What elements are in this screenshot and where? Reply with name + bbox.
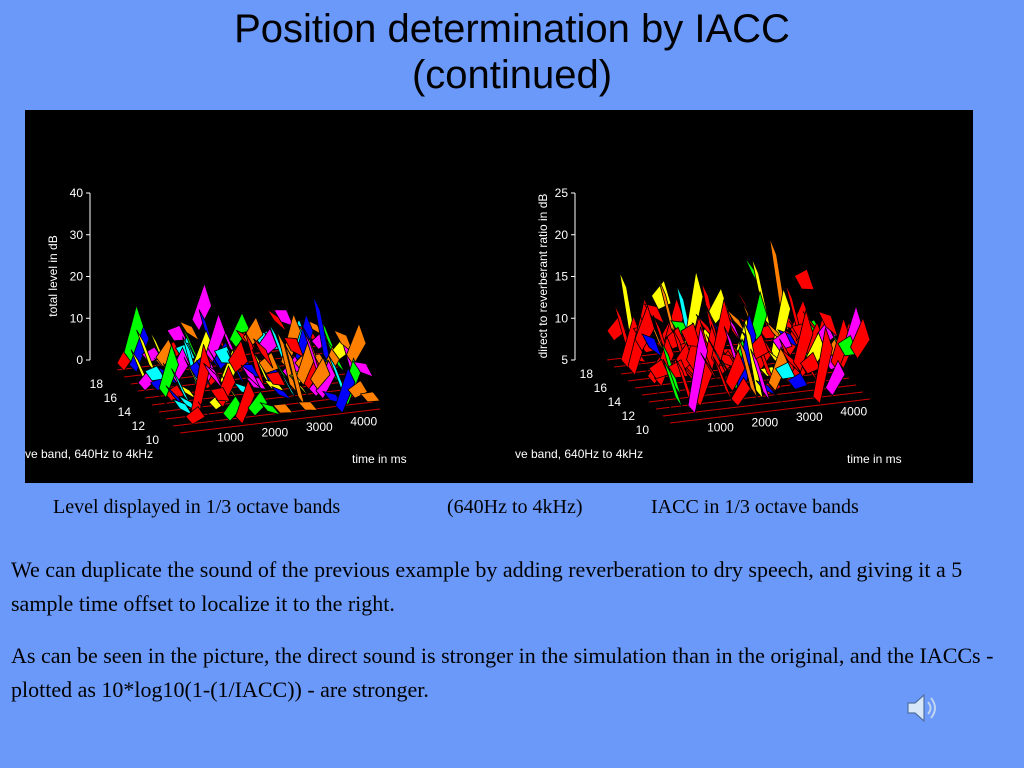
y-tick-label: 12	[622, 409, 636, 423]
surface-patch	[205, 312, 226, 364]
caption-mid: (640Hz to 4kHz)	[447, 496, 583, 518]
surface-patch	[272, 403, 294, 414]
y-tick-label: 18	[90, 377, 104, 391]
surface-patch	[191, 282, 212, 332]
surface-patch	[705, 334, 726, 373]
iacc-surface-plot: 5 10 15 20 25 direct to reverberant ratio in …	[515, 186, 902, 466]
x-axis-label: time in ms	[847, 452, 902, 466]
y-tick-label: 16	[594, 381, 608, 395]
surface-patch	[730, 376, 751, 407]
surface-patch	[184, 406, 206, 425]
surface-patch	[700, 352, 721, 387]
surface-patch	[253, 338, 274, 369]
y-tick-label: 14	[118, 405, 132, 419]
y-tick-label: 10	[146, 433, 160, 447]
z-tick-label: 30	[70, 228, 84, 242]
title-line-1: Position determination by IACC	[234, 7, 790, 51]
surface-patch	[762, 375, 783, 403]
surface-patch	[725, 348, 746, 393]
z-tick-label: 10	[70, 311, 84, 325]
y-tick-label: 10	[636, 423, 650, 437]
surface-patch	[793, 268, 815, 291]
surface-patch	[687, 326, 708, 415]
surface-patch	[266, 308, 287, 332]
surface-patch	[346, 322, 367, 367]
slide-title: Position determination by IACC (continue…	[0, 6, 1024, 98]
surface-patch	[712, 356, 733, 402]
surface-patch	[123, 304, 144, 363]
paragraph-2: As can be seen in the picture, the direc…	[11, 643, 994, 702]
surface-patch	[209, 387, 231, 402]
surface-patch	[178, 320, 201, 342]
surface-patch	[151, 385, 172, 411]
x-tick-label: 2000	[262, 425, 289, 439]
z-tick-label: 20	[555, 228, 569, 242]
surface-patch	[235, 379, 256, 425]
surface-patch	[771, 330, 793, 351]
z-tick-label: 40	[70, 186, 84, 200]
z-tick-label: 25	[555, 186, 569, 200]
z-axis-label: direct to reverberant ratio in dB	[536, 194, 550, 359]
floor-gridline	[662, 391, 864, 417]
x-tick-label: 2000	[752, 415, 779, 429]
x-tick-label: 4000	[840, 405, 867, 419]
z-tick-label: 20	[70, 270, 84, 284]
x-tick-label: 1000	[707, 421, 734, 435]
x-axis-label: time in ms	[352, 452, 407, 466]
z-tick-label: 15	[555, 270, 569, 284]
y-axis-label: ve band, 640Hz to 4kHz	[25, 447, 153, 461]
surface-patch	[750, 348, 771, 402]
z-axis-label: total level in dB	[46, 235, 60, 316]
surface-patch	[352, 361, 374, 378]
title-line-2: (continued)	[411, 53, 613, 97]
y-tick-label: 16	[104, 391, 118, 405]
surface-patch	[812, 327, 833, 405]
surface-patch	[335, 366, 356, 414]
surface-patch	[737, 337, 758, 399]
paragraph-1: We can duplicate the sound of the previo…	[11, 557, 963, 616]
surface-patch	[259, 402, 282, 416]
surface-patch	[197, 401, 218, 425]
surface-patch	[265, 371, 287, 387]
caption-left: Level displayed in 1/3 octave bands	[53, 496, 341, 518]
x-tick-label: 4000	[350, 415, 377, 429]
surface-patch	[278, 368, 299, 402]
surface-patch	[158, 343, 179, 399]
x-tick-label: 3000	[306, 420, 333, 434]
surface-patch	[662, 358, 683, 409]
surface-patch	[359, 391, 381, 403]
z-tick-label: 5	[561, 353, 568, 367]
surface-patch	[825, 359, 846, 397]
y-tick-label: 12	[132, 419, 146, 433]
surface-patch	[655, 389, 676, 414]
surface-patch	[228, 339, 249, 374]
floor-gridline	[669, 398, 871, 424]
surface-patch	[850, 316, 871, 360]
surface-patch	[297, 401, 319, 411]
surface-patch	[155, 338, 176, 368]
surface-patch	[634, 304, 655, 352]
surface-patch	[743, 320, 764, 400]
surface-patch	[240, 364, 261, 389]
speaker-icon[interactable]	[902, 688, 942, 728]
figure-panel: 0 10 20 30 40 total level in dB 10 12 14 16 18 ve b…	[25, 110, 973, 483]
surface-patch	[793, 308, 814, 373]
z-tick-label: 0	[76, 353, 83, 367]
surface-patch	[244, 331, 265, 387]
caption-right: IACC in 1/3 octave bands	[651, 496, 859, 518]
x-tick-label: 3000	[796, 410, 823, 424]
y-axis-label: ve band, 640Hz to 4kHz	[515, 447, 643, 461]
y-tick-label: 14	[608, 395, 622, 409]
surface-patch	[310, 356, 331, 390]
y-tick-label: 18	[580, 367, 594, 381]
surface-patch	[247, 390, 269, 417]
floor-gridline	[179, 408, 381, 434]
z-tick-label: 10	[555, 311, 569, 325]
x-tick-label: 1000	[217, 431, 244, 445]
surface-patch	[787, 372, 809, 390]
surface-patch	[271, 386, 292, 400]
